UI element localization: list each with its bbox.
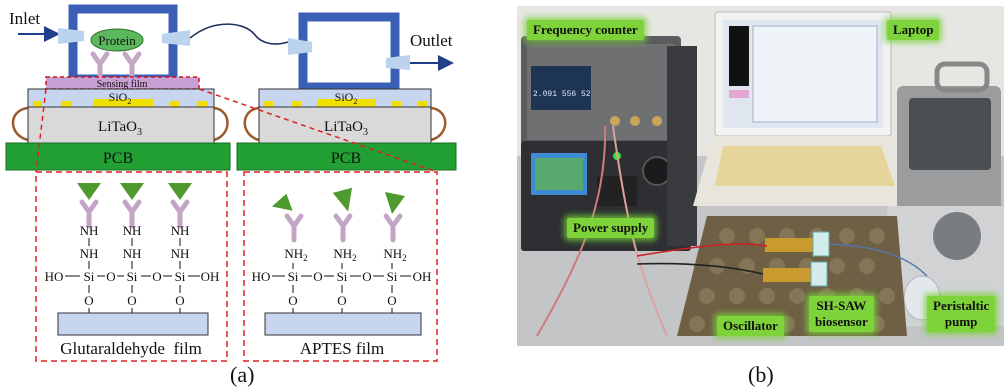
pcb-left-label: PCB [103,150,133,167]
svg-text:OH: OH [413,269,432,284]
svg-text:NH: NH [123,223,142,238]
device-right: SiO2 LiTaO3 PCB [236,88,457,171]
aptes-detail: NH2 NH2 NH2 HO Si O Si O Si OH O O O [243,171,438,362]
label-oscillator: Oscillator [717,316,784,336]
aptes-film-label: APTES film [300,339,385,358]
svg-text:OH: OH [201,269,220,284]
oscillator-board-top [765,238,821,252]
outlet-label: Outlet [410,31,453,50]
svg-text:O: O [152,269,161,284]
svg-text:NH: NH [123,246,142,261]
flow-cell-right [288,12,410,92]
pcb-right-label: PCB [331,150,361,167]
setup-photo: 2.091 556 52 [517,6,1004,346]
svg-text:O: O [84,293,93,308]
svg-text:Si: Si [84,269,95,284]
svg-text:O: O [175,293,184,308]
svg-text:NH: NH [80,223,99,238]
inlet-label: Inlet [9,9,40,28]
protein-blob [90,28,144,52]
aptes-substrate [264,312,422,336]
svg-text:NH: NH [171,223,190,238]
zoom-line-left [35,88,47,173]
glutaraldehyde-film-label: Glutaraldehyde film [60,339,202,358]
svg-text:O: O [313,269,322,284]
svg-text:LiTaO3: LiTaO3 [98,119,142,138]
counter-display: 2.091 556 52 [533,90,591,99]
svg-text:O: O [387,293,396,308]
svg-text:NH2: NH2 [284,246,307,263]
label-power-supply: Power supply [567,218,655,238]
svg-text:SiO2: SiO2 [335,90,358,106]
device-left: SiO2 LiTaO3 PCB [5,88,231,171]
setup-photo-panel-b: 2.091 556 52 [517,6,1004,346]
caption-b: (b) [748,362,774,387]
schematic-panel-a: Inlet Protein Outlet Sensing film SiO2 L… [5,4,457,362]
svg-text:O: O [127,293,136,308]
peristaltic-pump-device [887,61,1004,326]
svg-text:HO: HO [252,269,271,284]
svg-text:NH: NH [80,246,99,261]
svg-text:SiO2: SiO2 [109,90,132,106]
svg-text:NH2: NH2 [383,246,406,263]
svg-text:O: O [106,269,115,284]
protein-label: Protein [98,33,136,48]
label-frequency-counter: Frequency counter [527,20,644,40]
label-pump-line2: pump [944,314,978,329]
counter-screen [531,66,591,110]
svg-text:LiTaO3: LiTaO3 [324,119,368,138]
svg-text:O: O [288,293,297,308]
svg-text:Si: Si [337,269,348,284]
connecting-tube [189,23,289,45]
svg-text:Si: Si [175,269,186,284]
sensor-top [812,231,830,257]
svg-text:HO: HO [45,269,64,284]
pcb-right [236,142,457,171]
svg-text:Si: Si [288,269,299,284]
svg-text:O: O [337,293,346,308]
zoom-line-right [198,88,438,173]
svg-text:NH: NH [171,246,190,261]
label-shsaw-line1: SH-SAW [816,298,867,313]
label-peristaltic-pump: Peristaltic pump [927,296,996,332]
sensor-bottom [810,261,828,287]
oscillator-board-bottom [763,268,819,282]
flow-cell-left: Protein [58,4,190,84]
caption-a: (a) [230,362,255,387]
svg-text:Si: Si [387,269,398,284]
sensing-film-label: Sensing film [97,79,148,90]
pcb-left [5,142,231,171]
svg-text:NH2: NH2 [333,246,356,263]
svg-text:O: O [362,269,371,284]
label-pump-line1: Peristaltic [933,298,990,313]
label-shsaw-line2: biosensor [815,314,868,329]
laptop-device [693,11,915,206]
label-shsaw-biosensor: SH-SAW biosensor [809,296,874,332]
svg-text:Si: Si [127,269,138,284]
label-laptop: Laptop [887,20,940,40]
glutaraldehyde-detail: NH NH NH NH NH NH HO Si O Si O Si OH [35,171,228,362]
frequency-counter-device: 2.091 556 52 [521,36,681,146]
glutaraldehyde-substrate [57,312,209,336]
